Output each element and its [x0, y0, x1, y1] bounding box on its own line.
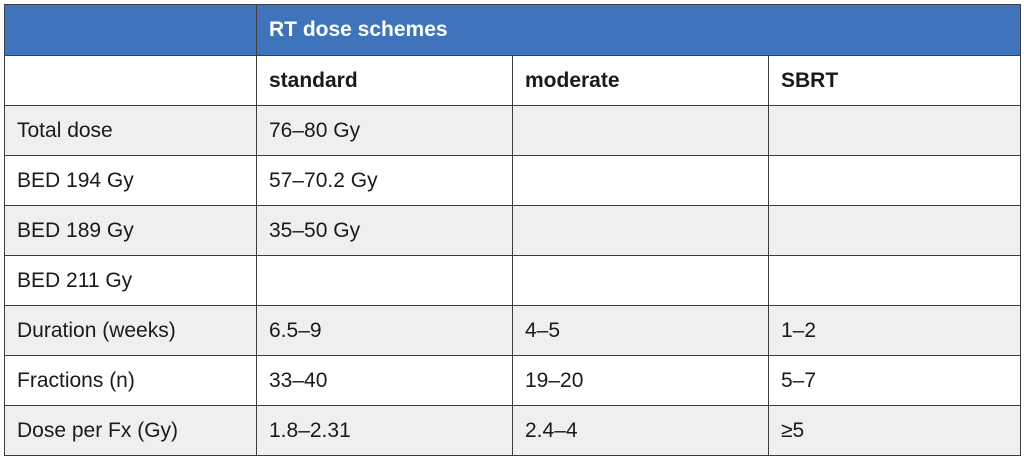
cell-moderate: 4–5: [512, 305, 769, 356]
cell-sbrt: [768, 105, 1021, 156]
header-corner-cell: [4, 4, 257, 56]
cell-moderate: [512, 105, 769, 156]
table-row: BED 189 Gy 35–50 Gy: [4, 205, 1021, 256]
column-header-sbrt: SBRT: [768, 55, 1021, 106]
cell-sbrt: ≥5: [768, 405, 1021, 456]
table-row: BED 194 Gy 57–70.2 Gy: [4, 155, 1021, 206]
cell-moderate: [512, 255, 769, 306]
table-row: Total dose 76–80 Gy: [4, 105, 1021, 156]
table-row: BED 211 Gy: [4, 255, 1021, 306]
row-label: Total dose: [4, 105, 257, 156]
cell-sbrt: [768, 155, 1021, 206]
column-header-moderate: moderate: [512, 55, 769, 106]
table-row: Duration (weeks) 6.5–9 4–5 1–2: [4, 305, 1021, 356]
column-header-standard: standard: [256, 55, 513, 106]
cell-standard: 33–40: [256, 355, 513, 406]
table-row: Dose per Fx (Gy) 1.8–2.31 2.4–4 ≥5: [4, 405, 1021, 456]
row-label: BED 189 Gy: [4, 205, 257, 256]
column-header-corner: [4, 55, 257, 106]
row-label: Dose per Fx (Gy): [4, 405, 257, 456]
column-header-row: standard moderate SBRT: [4, 55, 1021, 106]
table-title: RT dose schemes: [256, 4, 1021, 56]
cell-standard: 1.8–2.31: [256, 405, 513, 456]
cell-standard: [256, 255, 513, 306]
cell-moderate: 19–20: [512, 355, 769, 406]
row-label: BED 194 Gy: [4, 155, 257, 206]
cell-standard: 76–80 Gy: [256, 105, 513, 156]
row-label: BED 211 Gy: [4, 255, 257, 306]
cell-standard: 6.5–9: [256, 305, 513, 356]
cell-sbrt: 1–2: [768, 305, 1021, 356]
cell-standard: 35–50 Gy: [256, 205, 513, 256]
row-label: Fractions (n): [4, 355, 257, 406]
table-title-row: RT dose schemes: [4, 4, 1021, 56]
cell-moderate: [512, 155, 769, 206]
table-row: Fractions (n) 33–40 19–20 5–7: [4, 355, 1021, 406]
cell-sbrt: [768, 255, 1021, 306]
row-label: Duration (weeks): [4, 305, 257, 356]
dose-schemes-table: RT dose schemes standard moderate SBRT T…: [4, 4, 1021, 456]
cell-sbrt: 5–7: [768, 355, 1021, 406]
cell-sbrt: [768, 205, 1021, 256]
cell-standard: 57–70.2 Gy: [256, 155, 513, 206]
cell-moderate: [512, 205, 769, 256]
cell-moderate: 2.4–4: [512, 405, 769, 456]
